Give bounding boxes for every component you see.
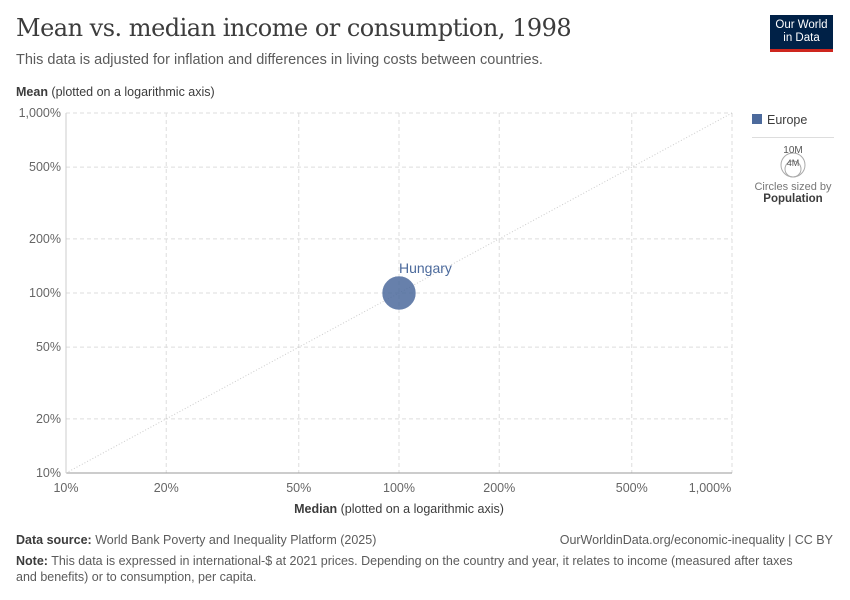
legend-item-europe[interactable]: Europe bbox=[752, 113, 807, 127]
size-legend: 10M 4M Circles sized by Population bbox=[750, 138, 836, 205]
size-label-10m: 10M bbox=[783, 145, 802, 156]
y-tick-label: 500% bbox=[29, 160, 61, 174]
size-legend-variable: Population bbox=[763, 193, 823, 205]
y-tick-label: 100% bbox=[29, 286, 61, 300]
y-label-rest: (plotted on a logarithmic axis) bbox=[47, 85, 215, 99]
size-label-4m: 4M bbox=[787, 158, 800, 168]
source-url[interactable]: OurWorldinData.org/economic-inequality |… bbox=[559, 533, 833, 547]
y-tick-label: 1,000% bbox=[19, 106, 61, 120]
europe-swatch bbox=[752, 114, 762, 124]
size-legend-caption: Circles sized by bbox=[754, 181, 832, 193]
x-label-bold: Median bbox=[294, 502, 338, 516]
x-tick-label: 20% bbox=[154, 481, 179, 495]
note-text: This data is expressed in international-… bbox=[16, 554, 793, 584]
data-point-hungary[interactable] bbox=[381, 275, 417, 311]
note: Note: This data is expressed in internat… bbox=[16, 553, 816, 585]
y-tick-label: 200% bbox=[29, 232, 61, 246]
y-tick-label: 50% bbox=[36, 340, 61, 354]
source-text: World Bank Poverty and Inequality Platfo… bbox=[91, 533, 377, 547]
x-tick-label: 100% bbox=[383, 481, 415, 495]
size-legend-circles: 10M 4M bbox=[780, 145, 806, 178]
x-axis-label: Median (plotted on a logarithmic axis) bbox=[0, 502, 798, 516]
legend-label: Europe bbox=[767, 113, 808, 127]
y-tick-label: 20% bbox=[36, 412, 61, 426]
point-label: Hungary bbox=[399, 260, 452, 276]
legend-divider bbox=[752, 137, 834, 138]
x-label-rest: (plotted on a logarithmic axis) bbox=[337, 502, 504, 516]
x-tick-label: 50% bbox=[286, 481, 311, 495]
source-label: Data source: bbox=[16, 533, 92, 547]
logo-line: in Data bbox=[783, 32, 820, 44]
logo-line: Our World bbox=[775, 19, 828, 31]
y-tick-label: 10% bbox=[36, 466, 61, 480]
note-label: Note: bbox=[16, 554, 48, 568]
y-label-bold: Mean bbox=[16, 85, 48, 99]
chart-subtitle: This data is adjusted for inflation and … bbox=[16, 52, 543, 68]
chart-title: Mean vs. median income or consumption, 1… bbox=[16, 14, 572, 42]
y-axis-label: Mean (plotted on a logarithmic axis) bbox=[16, 85, 215, 99]
x-tick-label: 200% bbox=[483, 481, 515, 495]
data-source: Data source: World Bank Poverty and Ineq… bbox=[16, 533, 376, 547]
owid-logo[interactable]: Our World in Data bbox=[770, 15, 833, 52]
x-tick-label: 1,000% bbox=[689, 481, 731, 495]
x-tick-label: 500% bbox=[616, 481, 648, 495]
x-tick-label: 10% bbox=[53, 481, 78, 495]
